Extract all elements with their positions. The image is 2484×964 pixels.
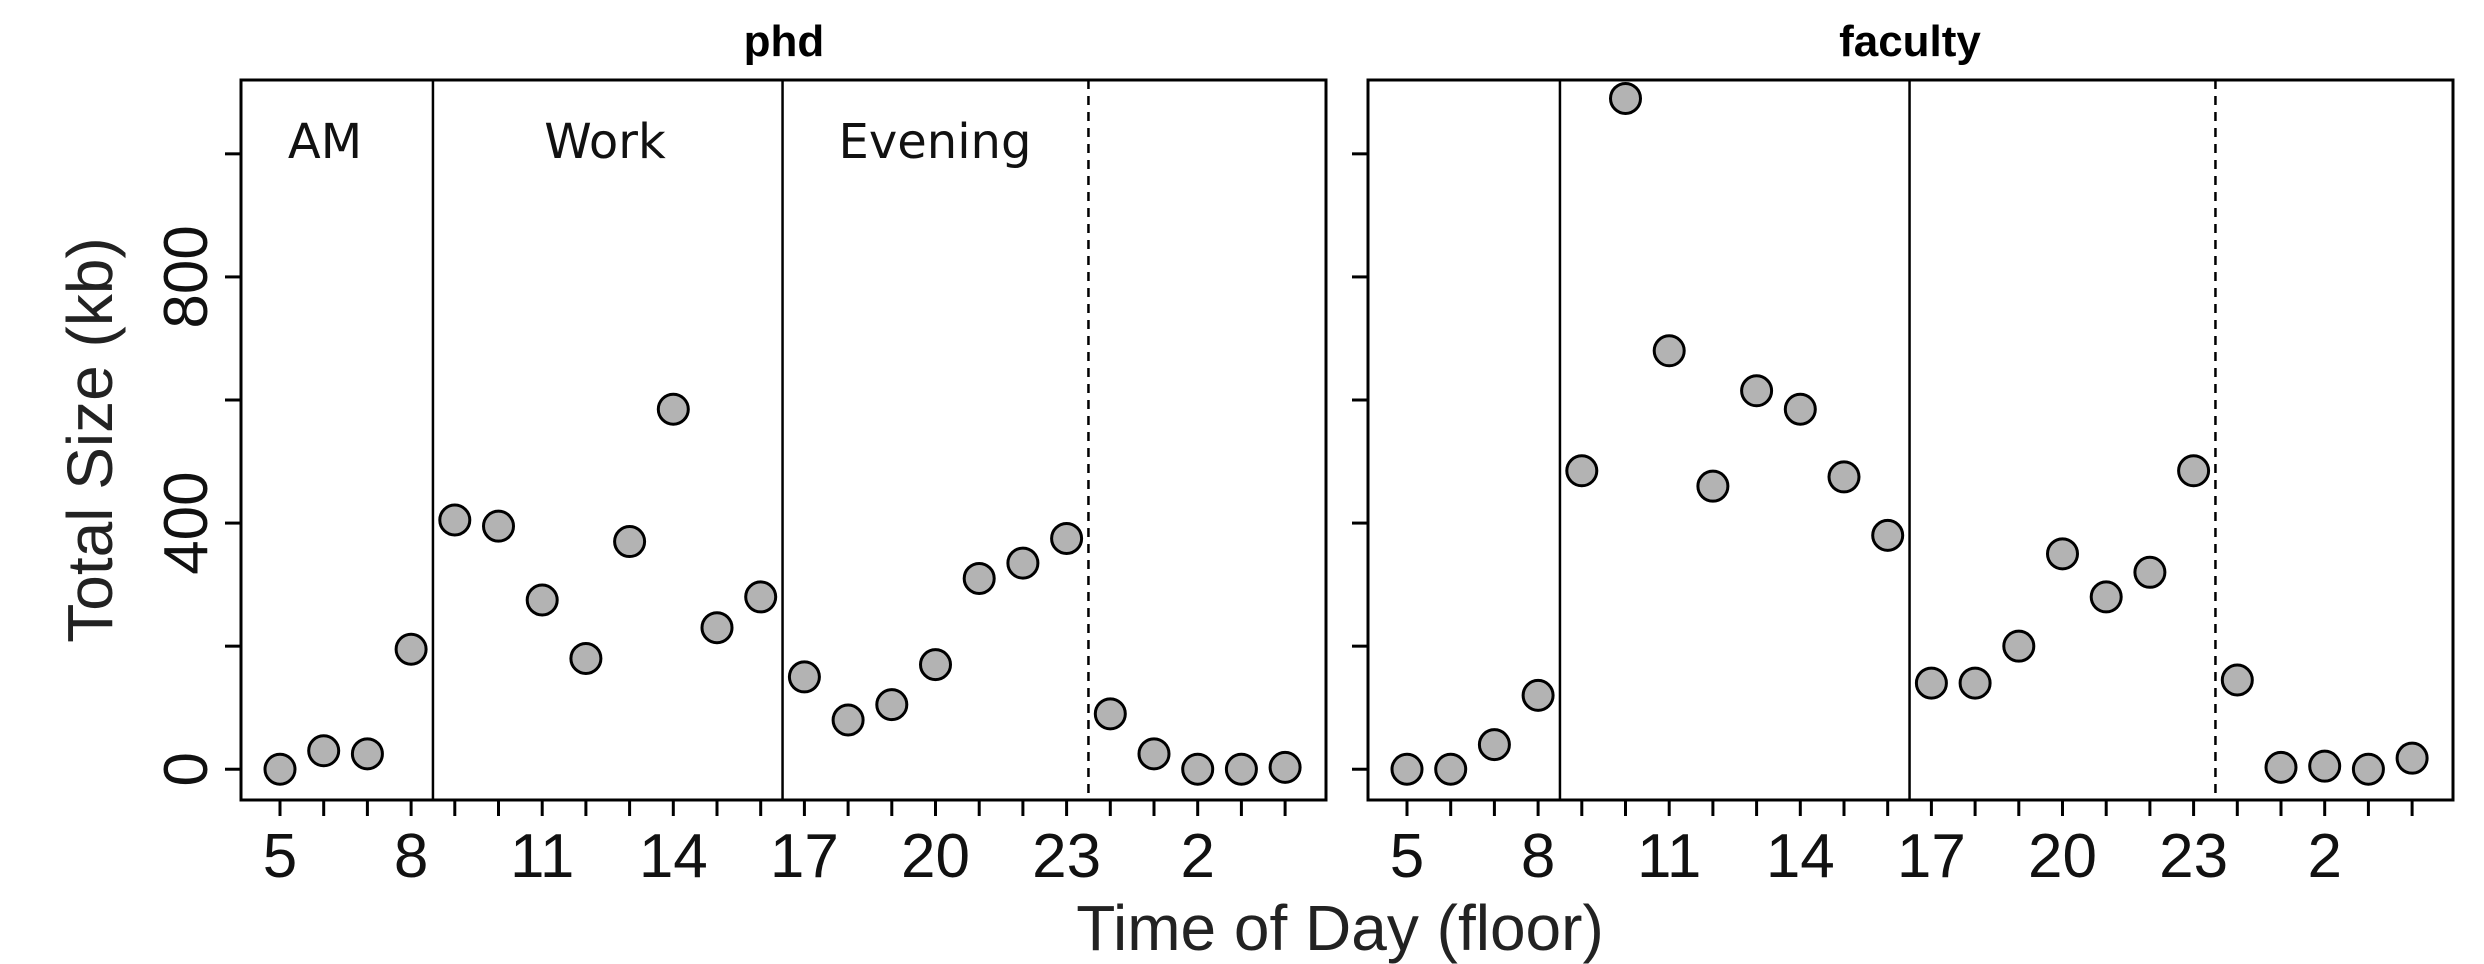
data-point	[1652, 334, 1686, 368]
x-tick-label: 5	[263, 822, 297, 891]
data-point	[656, 392, 690, 426]
x-axis-faculty: 5 8 11 14 17 20 23 2	[1390, 800, 2414, 891]
y-axis-title: Total Size (kb)	[54, 237, 126, 642]
x-tick-label: 8	[394, 822, 428, 891]
y-tick-label: 800	[152, 225, 221, 328]
data-point	[350, 737, 384, 771]
data-point	[787, 660, 821, 694]
x-tick-label: 5	[1390, 822, 1424, 891]
data-point	[700, 611, 734, 645]
data-point	[2089, 580, 2123, 614]
y-axis-faculty	[1352, 152, 1368, 771]
data-point	[1477, 728, 1511, 762]
data-point	[1224, 752, 1258, 786]
data-point	[1093, 697, 1127, 731]
x-tick-label: 14	[639, 822, 708, 891]
period-dividers-phd	[431, 80, 1090, 800]
x-tick-label: 14	[1766, 822, 1835, 891]
data-point	[1181, 752, 1215, 786]
region-label-evening: Evening	[839, 114, 1032, 170]
data-point	[1521, 678, 1555, 712]
y-tick-label: 0	[152, 752, 221, 786]
points-faculty	[1390, 81, 2429, 786]
data-point	[744, 580, 778, 614]
data-point	[875, 688, 909, 722]
data-point	[1006, 546, 1040, 580]
x-tick-label: 11	[510, 822, 574, 891]
x-tick-label: 17	[770, 822, 839, 891]
data-point	[307, 734, 341, 768]
data-point	[2351, 752, 2385, 786]
region-label-work: Work	[544, 114, 666, 170]
data-point	[1434, 752, 1468, 786]
data-point	[2220, 663, 2254, 697]
data-point	[1390, 752, 1424, 786]
data-point	[438, 503, 472, 537]
region-label-am: AM	[288, 114, 362, 170]
panel-phd: phd 0 400 800 AM Work Evening 5 8 11 14 17 20 23…	[152, 17, 1328, 891]
data-point	[2395, 741, 2429, 775]
data-point	[2002, 629, 2036, 663]
data-point	[263, 752, 297, 786]
data-point	[919, 648, 952, 682]
data-point	[831, 703, 865, 737]
data-point	[1050, 521, 1084, 555]
x-tick-label: 23	[2159, 822, 2228, 891]
data-point	[525, 583, 559, 617]
x-tick-label: 20	[901, 822, 970, 891]
data-point	[394, 632, 428, 666]
panel-faculty: faculty 5 8 11 14 17 20 23 2	[1352, 17, 2455, 891]
data-point	[1958, 666, 1992, 700]
x-tick-label: 8	[1521, 822, 1555, 891]
x-tick-label: 11	[1637, 822, 1701, 891]
x-tick-label: 23	[1032, 822, 1101, 891]
points-phd	[263, 392, 1302, 786]
data-point	[1268, 750, 1302, 784]
data-point	[2264, 750, 2298, 784]
x-axis-phd: 5 8 11 14 17 20 23 2	[263, 800, 1287, 891]
data-point	[482, 509, 515, 543]
panel-title-phd: phd	[744, 17, 825, 66]
y-axis-phd: 0 400 800	[152, 152, 241, 786]
data-point	[1827, 460, 1861, 494]
data-point	[1565, 454, 1599, 488]
data-point	[1740, 374, 1774, 408]
y-tick-label: 400	[152, 471, 221, 574]
panel-title-faculty: faculty	[1839, 17, 1981, 66]
data-point	[2046, 537, 2079, 571]
data-point	[2308, 749, 2342, 783]
data-point	[569, 641, 603, 675]
data-point	[962, 561, 996, 595]
data-point	[2133, 555, 2167, 589]
data-point	[1609, 81, 1642, 115]
x-tick-label: 20	[2028, 822, 2097, 891]
data-point	[1137, 737, 1171, 771]
data-point	[1696, 469, 1730, 503]
x-tick-label: 2	[1180, 822, 1214, 891]
period-labels: AM Work Evening	[288, 114, 1032, 170]
period-dividers-faculty	[1558, 80, 2217, 800]
x-tick-label: 2	[2307, 822, 2341, 891]
data-point	[1914, 666, 1948, 700]
data-point	[1871, 518, 1905, 552]
data-point	[613, 525, 647, 559]
x-tick-label: 17	[1897, 822, 1966, 891]
data-point	[2177, 454, 2211, 488]
x-axis-title: Time of Day (floor)	[1076, 892, 1604, 964]
data-point	[1783, 392, 1817, 426]
